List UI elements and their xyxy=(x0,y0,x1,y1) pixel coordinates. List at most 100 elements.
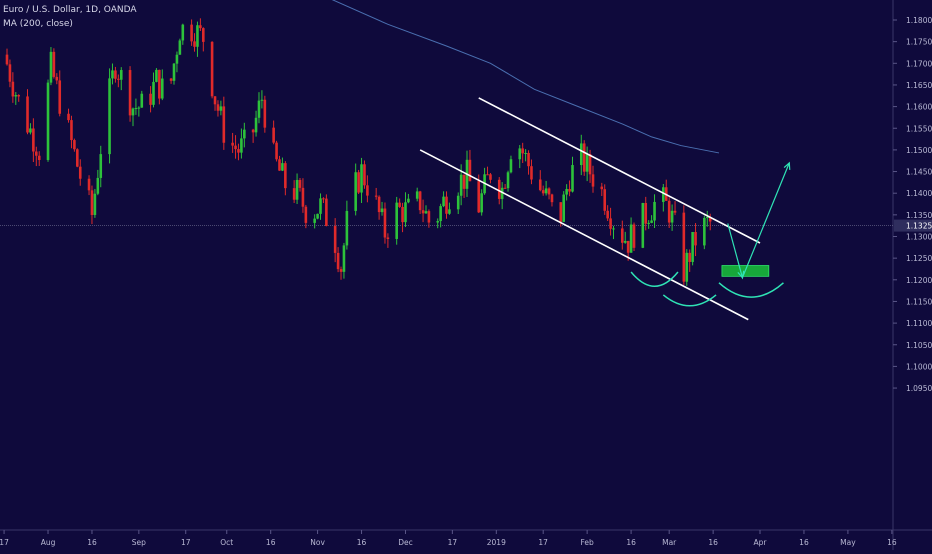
candle-down xyxy=(305,207,308,223)
candle-down xyxy=(158,70,161,99)
candle-up xyxy=(647,223,650,224)
candle-down xyxy=(694,232,697,245)
time-tick-label: 17 xyxy=(181,538,191,547)
candle-up xyxy=(319,198,322,214)
candle-down xyxy=(117,79,120,80)
candle-up xyxy=(624,241,627,243)
candle-down xyxy=(486,174,489,175)
candle-up xyxy=(155,70,158,82)
price-tick-label: 1.15500 xyxy=(906,124,932,133)
candle-down xyxy=(299,180,302,188)
candle-up xyxy=(346,211,349,245)
time-tick-label: Apr xyxy=(754,538,768,547)
candle-up xyxy=(448,209,451,213)
candle-down xyxy=(56,77,59,80)
candle-down xyxy=(6,55,9,65)
candle-down xyxy=(58,80,61,113)
candle-down xyxy=(633,225,636,248)
candle-up xyxy=(120,70,123,80)
price-tick-label: 1.14500 xyxy=(906,168,932,177)
candle-down xyxy=(422,210,425,213)
candle-up xyxy=(586,154,589,172)
time-tick-label: 16 xyxy=(708,538,718,547)
candle-up xyxy=(243,130,246,139)
candle-down xyxy=(79,167,82,179)
candle-down xyxy=(275,143,278,160)
candle-up xyxy=(281,163,284,171)
candle-down xyxy=(149,94,152,105)
candle-down xyxy=(237,149,240,153)
candle-down xyxy=(38,156,41,160)
candle-up xyxy=(161,79,164,99)
candle-up xyxy=(173,64,176,81)
candle-down xyxy=(428,211,431,222)
candle-up xyxy=(255,118,258,133)
candle-down xyxy=(469,160,472,181)
candle-up xyxy=(650,221,653,223)
candle-up xyxy=(612,228,615,229)
candle-down xyxy=(568,189,571,192)
candle-down xyxy=(445,197,448,214)
candle-down xyxy=(70,120,73,140)
time-tick-label: Sep xyxy=(132,538,146,547)
price-tick-label: 1.18000 xyxy=(906,16,932,25)
candle-down xyxy=(375,196,378,197)
candle-up xyxy=(152,82,155,105)
price-tick-label: 1.16000 xyxy=(906,103,932,112)
time-tick-label: Feb xyxy=(580,538,594,547)
candle-up xyxy=(196,25,199,47)
candle-up xyxy=(240,138,243,152)
candle-down xyxy=(609,218,612,228)
candle-down xyxy=(337,253,340,269)
candle-down xyxy=(190,25,193,42)
candle-down xyxy=(600,187,603,190)
candle-down xyxy=(603,189,606,211)
time-tick-label: Aug xyxy=(41,538,56,547)
price-tick-label: 1.12500 xyxy=(906,254,932,263)
candle-up xyxy=(571,165,574,192)
candle-down xyxy=(32,128,35,151)
candle-down xyxy=(530,166,533,179)
candle-down xyxy=(357,172,360,192)
candle-down xyxy=(199,25,202,28)
candle-up xyxy=(176,55,179,64)
candle-down xyxy=(621,228,624,242)
candle-down xyxy=(193,41,196,46)
candle-down xyxy=(76,149,79,166)
candle-up xyxy=(343,245,346,271)
candle-down xyxy=(334,226,337,253)
candle-down xyxy=(387,238,390,239)
candle-up xyxy=(703,218,706,245)
candle-down xyxy=(627,241,630,253)
candle-down xyxy=(589,154,592,174)
time-tick-label: 17 xyxy=(538,538,548,547)
candle-up xyxy=(360,164,363,192)
price-tick-label: 1.10500 xyxy=(906,341,932,350)
price-tick-label: 1.16500 xyxy=(906,81,932,90)
candle-down xyxy=(293,188,296,200)
time-tick-label: 16 xyxy=(87,538,97,547)
candle-down xyxy=(539,179,542,190)
price-tick-label: 1.14000 xyxy=(906,189,932,198)
candle-up xyxy=(436,221,439,222)
candle-down xyxy=(214,96,217,104)
candle-down xyxy=(302,188,305,207)
candle-down xyxy=(489,174,492,180)
candle-down xyxy=(504,188,507,189)
candle-down xyxy=(17,95,20,96)
candle-down xyxy=(73,140,76,149)
time-tick-label: Oct xyxy=(220,538,233,547)
time-tick-label: Dec xyxy=(398,538,413,547)
candle-down xyxy=(688,253,691,262)
candle-down xyxy=(322,198,325,199)
candle-down xyxy=(223,106,226,142)
candle-down xyxy=(114,70,117,78)
candle-down xyxy=(384,209,387,238)
candle-down xyxy=(527,153,530,166)
candle-up xyxy=(442,197,445,206)
candle-down xyxy=(551,194,554,202)
time-tick-label: 16 xyxy=(357,538,367,547)
